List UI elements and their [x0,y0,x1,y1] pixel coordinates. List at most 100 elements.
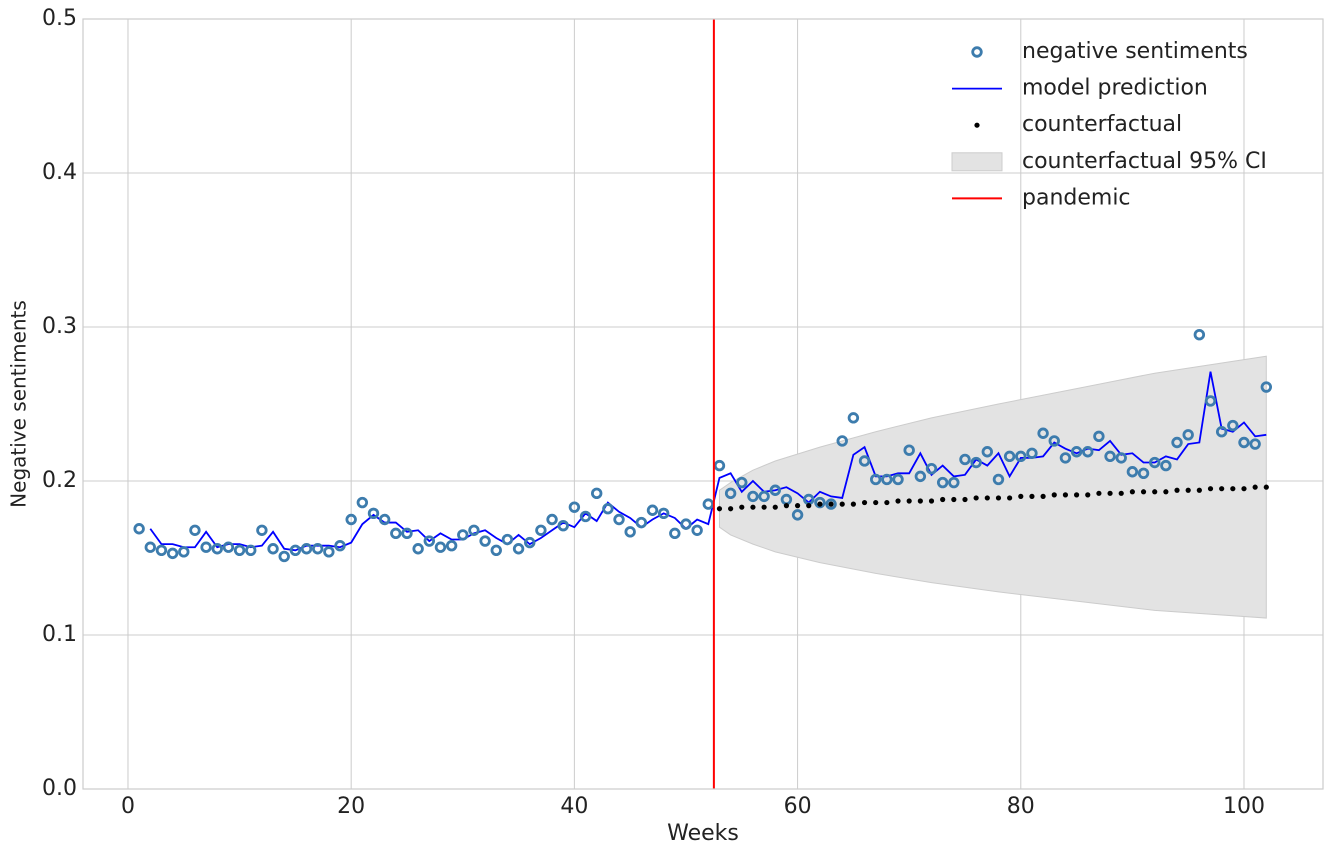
counterfactual-dot [716,506,723,512]
legend-label: counterfactual 95% CI [1022,149,1267,174]
data-point [925,462,938,475]
x-tick-label: 40 [560,794,588,819]
data-point [211,543,223,555]
data-point [635,516,648,529]
data-point [1171,436,1183,449]
data-point [289,544,302,557]
counterfactual-dot [750,504,756,510]
legend-label: pandemic [1022,185,1131,210]
counterfactual-dot [984,495,990,501]
legend-marker [951,152,1003,172]
counterfactual-dot [1174,487,1180,493]
data-point [412,543,424,555]
data-point [970,456,982,469]
data-point [178,546,190,558]
data-point [323,546,335,558]
data-point [903,444,915,456]
data-point [702,498,715,510]
counterfactual-dot [917,498,923,504]
y-tick-label: 0.4 [42,160,77,185]
counterfactual-dot [1185,487,1191,493]
data-point [356,496,369,509]
data-point [1149,456,1161,469]
data-point [434,541,447,553]
counterfactual-dot [995,495,1002,501]
data-point [1215,426,1228,438]
data-point [1160,459,1172,472]
counterfactual-dot [1073,492,1080,498]
legend-marker [974,122,980,128]
data-point [691,524,703,536]
counterfactual-dot [1062,492,1069,498]
data-point [524,536,536,549]
counterfactual-dot [895,498,901,504]
counterfactual-dot [1140,489,1147,495]
data-point [490,544,502,557]
counterfactual-dot [1163,489,1169,495]
data-point [948,476,960,489]
data-point [870,473,882,486]
data-point [579,510,592,523]
data-point [1104,450,1116,463]
data-point [1193,329,1206,341]
data-point [468,524,480,536]
x-axis-label: Weeks [667,821,739,846]
counterfactual-dot [783,503,790,509]
data-point [680,518,692,530]
y-tick-label: 0.5 [42,6,77,31]
data-point [546,513,558,526]
counterfactual-dot [1118,490,1124,496]
data-point [401,527,413,540]
y-tick-label: 0.2 [42,468,77,493]
data-point [613,513,625,526]
data-point [646,504,659,516]
counterfactual-dot [1040,493,1046,499]
data-point [144,541,156,553]
legend-marker [971,46,983,58]
data-point [713,459,726,472]
data-point [836,435,848,447]
data-point [847,412,860,424]
data-point [423,535,435,547]
counterfactual-dot [850,501,856,507]
x-tick-label: 80 [1007,794,1035,819]
counterfactual-dot [1007,495,1013,501]
data-point [267,543,279,555]
ci-band [718,355,1267,619]
data-point [724,487,737,500]
data-point [512,543,525,555]
data-point [278,550,290,563]
data-point [858,455,871,467]
counterfactual-dot [1107,490,1113,496]
counterfactual-dot [817,501,823,507]
data-point [747,490,759,503]
data-point [814,496,826,509]
data-point [390,527,402,540]
data-point [300,543,313,555]
counterfactual-dot [1096,490,1102,496]
data-point [981,446,994,458]
legend-label: counterfactual [1022,112,1182,137]
counterfactual-dot [884,499,890,506]
data-point [535,524,547,536]
data-point [1182,429,1194,441]
data-point [367,507,380,520]
data-point [345,513,357,526]
data-point [758,490,770,503]
counterfactual-dot [973,495,979,501]
data-point [1059,452,1072,464]
data-point [189,524,201,536]
data-point [769,484,781,496]
legend-label: model prediction [1022,76,1208,101]
data-point [568,501,581,513]
counterfactual-dot [906,498,912,504]
data-point [1238,436,1250,449]
data-point [1003,450,1016,463]
counterfactual-dot [839,501,845,507]
data-point [378,513,391,526]
counterfactual-dot [940,496,946,503]
data-point [200,541,212,553]
data-point [1249,438,1261,450]
data-point [1048,435,1060,447]
data-point [557,519,569,532]
